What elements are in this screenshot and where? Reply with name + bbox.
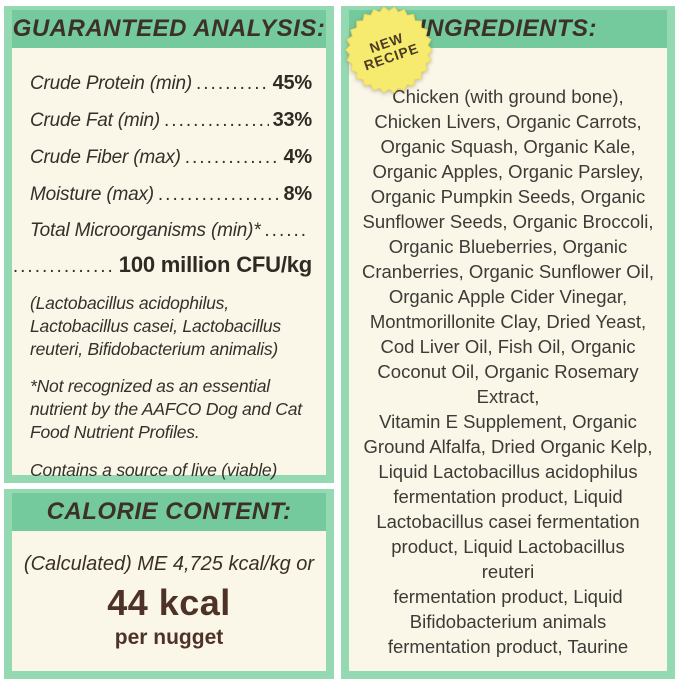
ingredient-line: Vitamin E Supplement, Organic	[379, 411, 637, 432]
guaranteed-analysis-body: Crude Protein (min) ....................…	[12, 48, 326, 502]
ingredient-line: product, Liquid Lactobacillus	[391, 536, 625, 557]
analysis-row-moisture: Moisture (max) .........................…	[30, 183, 312, 206]
ingredient-line: reuteri	[481, 561, 535, 582]
note-aafco: *Not recognized as an essential nutrient…	[30, 376, 302, 442]
analysis-label: Total Microorganisms (min)*	[30, 220, 261, 241]
dot-leader: ..........	[264, 220, 308, 241]
ingredient-line: Cod Liver Oil, Fish Oil, Organic	[380, 336, 636, 357]
analysis-row-microorganisms: Total Microorganisms (min)* ..........	[30, 220, 312, 242]
analysis-value: 4%	[283, 146, 312, 168]
analysis-value: 33%	[272, 109, 313, 131]
ingredients-card: NEW RECIPE INGREDIENTS: Chicken (with gr…	[341, 6, 675, 679]
starburst-icon: NEW RECIPE	[345, 6, 433, 94]
analysis-label: Crude Fiber (max)	[30, 147, 181, 168]
ingredient-line: Bifidobacterium animals	[409, 611, 607, 632]
calorie-content-body: (Calculated) ME 4,725 kcal/kg or 44 kcal…	[12, 531, 326, 671]
dot-leader: ..............	[12, 256, 115, 277]
analysis-label: Crude Fat (min)	[30, 110, 161, 131]
ingredient-line: Cranberries, Organic Sunflower Oil,	[362, 261, 654, 282]
calorie-per-nugget: per nugget	[114, 626, 224, 649]
ingredient-line: Sunflower Seeds, Organic Broccoli,	[362, 211, 654, 232]
analysis-row-protein: Crude Protein (min) ....................…	[30, 72, 312, 95]
note-probiotic-species: (Lactobacillus acidophilus, Lactobacillu…	[30, 293, 281, 359]
ingredient-line: Organic Pumpkin Seeds, Organic	[370, 186, 646, 207]
analysis-label: Moisture (max)	[30, 184, 154, 205]
ingredient-line: Organic Blueberries, Organic	[388, 236, 628, 257]
analysis-notes: (Lactobacillus acidophilus, Lactobacillu…	[30, 292, 312, 504]
ingredient-line: Organic Apple Cider Vinegar,	[388, 286, 628, 307]
ingredient-line: Organic Squash, Organic Kale,	[380, 136, 636, 157]
analysis-label: Crude Protein (min)	[30, 73, 192, 94]
ingredient-line: Chicken (with ground bone),	[392, 86, 624, 107]
calorie-calc-line: (Calculated) ME 4,725 kcal/kg or	[23, 553, 315, 575]
calorie-content-header: CALORIE CONTENT:	[12, 493, 326, 531]
guaranteed-analysis-card: GUARANTEED ANALYSIS: Crude Protein (min)…	[4, 6, 334, 502]
dot-leader: ................................	[157, 184, 280, 205]
guaranteed-analysis-header: GUARANTEED ANALYSIS:	[12, 10, 326, 48]
analysis-value-cfu: 100 million CFU/kg	[118, 252, 312, 277]
ingredient-line: Chicken Livers, Organic Carrots,	[374, 111, 642, 132]
calorie-kcal-value: 44 kcal	[107, 582, 231, 623]
ingredient-line: Lactobacillus casei fermentation	[376, 511, 640, 532]
ingredient-line: Organic Apples, Organic Parsley,	[372, 161, 644, 182]
ingredients-title: INGREDIENTS:	[418, 15, 597, 42]
analysis-value: 45%	[272, 72, 313, 94]
analysis-row-cfu: .............. 100 million CFU/kg	[13, 252, 312, 278]
dot-leader: ................................	[184, 147, 280, 168]
ingredient-line: Ground Alfalfa, Dried Organic Kelp,	[363, 436, 653, 457]
new-recipe-badge: NEW RECIPE	[343, 4, 435, 96]
analysis-row-fat: Crude Fat (min) ........................…	[30, 109, 312, 132]
ingredient-line: Coconut Oil, Organic Rosemary	[377, 361, 639, 382]
calorie-content-card: CALORIE CONTENT: (Calculated) ME 4,725 k…	[4, 489, 334, 679]
analysis-row-fiber: Crude Fiber (max) ......................…	[30, 146, 312, 169]
analysis-value: 8%	[283, 183, 312, 205]
ingredients-body: Chicken (with ground bone), Chicken Live…	[349, 48, 667, 671]
calorie-content-title: CALORIE CONTENT:	[46, 498, 292, 525]
ingredient-line: fermentation product, Taurine	[387, 636, 629, 657]
ingredient-line: Liquid Lactobacillus acidophilus	[378, 461, 638, 482]
ingredient-line: Extract,	[476, 386, 540, 407]
dot-leader: ................................	[195, 73, 269, 94]
ingredient-line: Montmorillonite Clay, Dried Yeast,	[369, 311, 647, 332]
dot-leader: ................................	[164, 110, 269, 131]
guaranteed-analysis-title: GUARANTEED ANALYSIS:	[12, 15, 326, 42]
ingredient-line: fermentation product, Liquid	[393, 486, 623, 507]
left-cards-gap	[4, 483, 334, 489]
ingredient-line: fermentation product, Liquid	[393, 586, 623, 607]
